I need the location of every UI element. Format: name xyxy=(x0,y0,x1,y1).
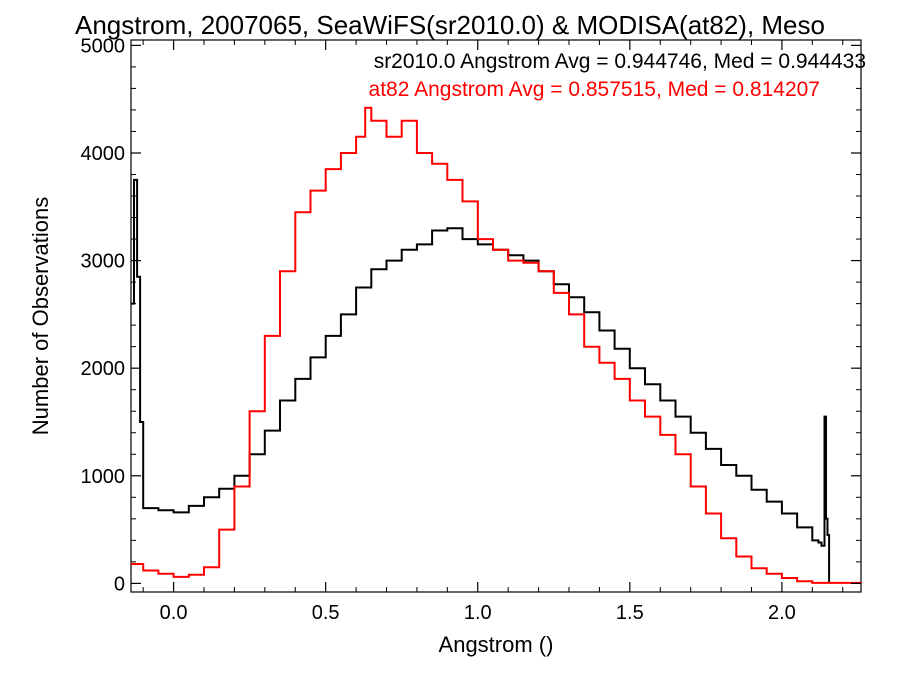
y-tick-label: 5000 xyxy=(81,35,126,57)
x-tick-label: 1.0 xyxy=(464,602,492,624)
plot-frame xyxy=(130,39,862,593)
y-tick-label: 3000 xyxy=(81,251,126,273)
series-line-1 xyxy=(131,106,862,584)
y-axis-label: Number of Observations xyxy=(28,197,53,435)
y-tick-label: 1000 xyxy=(81,466,126,488)
y-tick-label: 0 xyxy=(114,573,125,595)
stats-annotation-at82: at82 Angstrom Avg = 0.857515, Med = 0.81… xyxy=(369,78,820,101)
x-tick-label: 0.0 xyxy=(160,602,188,624)
x-tick-label: 1.5 xyxy=(616,602,644,624)
series-layer xyxy=(131,106,862,584)
x-tick-label: 0.5 xyxy=(312,602,340,624)
y-tick-label: 2000 xyxy=(81,358,126,380)
y-tick-label: 4000 xyxy=(81,143,126,165)
stats-annotation-sr2010: sr2010.0 Angstrom Avg = 0.944746, Med = … xyxy=(374,50,866,73)
series-line-0 xyxy=(131,178,831,584)
x-axis-label: Angstrom () xyxy=(439,632,554,657)
y-axis: 0 1000 2000 3000 4000 5000 xyxy=(81,35,861,595)
chart-title: Angstrom, 2007065, SeaWiFS(sr2010.0) & M… xyxy=(75,10,825,40)
x-axis: 0.0 0.5 1.0 1.5 2.0 xyxy=(142,40,844,624)
x-tick-label: 2.0 xyxy=(768,602,796,624)
